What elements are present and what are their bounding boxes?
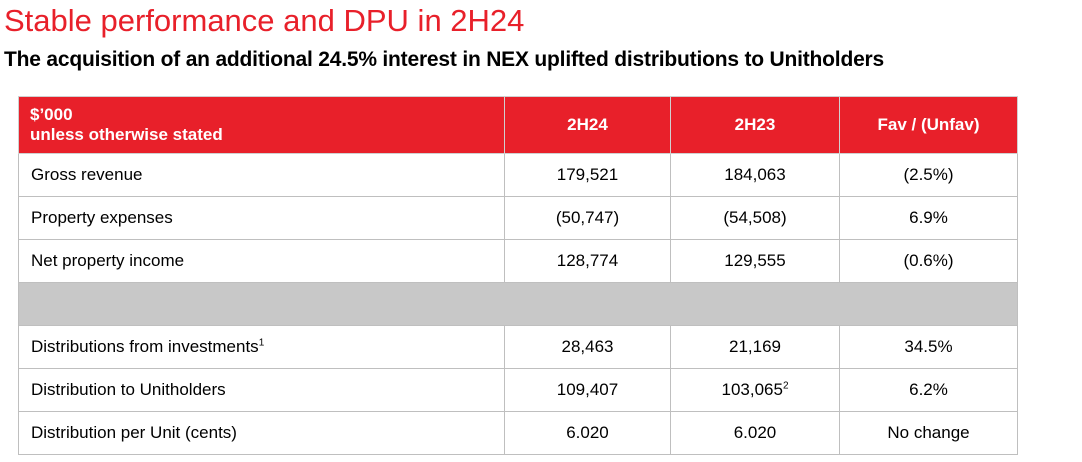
footnote-marker: 2 <box>782 380 789 392</box>
table-row-net-property-income: Net property income 128,774 129,555 (0.6… <box>18 239 1018 283</box>
value-fav-unfav: 6.9% <box>839 196 1018 240</box>
value-2h23: 21,169 <box>670 325 840 369</box>
row-label: Net property income <box>18 239 505 283</box>
row-label-cell: Distributions from investments1 <box>18 325 505 369</box>
table-row-distributions-from-investments: Distributions from investments1 28,463 2… <box>18 325 1018 369</box>
value-fav-unfav: (0.6%) <box>839 239 1018 283</box>
units-header: $’000 unless otherwise stated <box>18 96 505 154</box>
table-row-distribution-to-unitholders: Distribution to Unitholders 109,407 103,… <box>18 368 1018 412</box>
value-2h24: 28,463 <box>504 325 671 369</box>
value-2h23: 6.020 <box>670 411 840 455</box>
footnote-marker: 1 <box>258 337 265 349</box>
value-2h23-cell: 103,0652 <box>670 368 840 412</box>
table-row-property-expenses: Property expenses (50,747) (54,508) 6.9% <box>18 196 1018 240</box>
row-label: Gross revenue <box>18 153 505 197</box>
value-2h24: 109,407 <box>504 368 671 412</box>
value-2h23: (54,508) <box>670 196 840 240</box>
value-2h24: (50,747) <box>504 196 671 240</box>
column-header-fav-unfav: Fav / (Unfav) <box>839 96 1018 154</box>
table-row-gross-revenue: Gross revenue 179,521 184,063 (2.5%) <box>18 153 1018 197</box>
financial-summary-table: $’000 unless otherwise stated 2H24 2H23 … <box>18 96 1018 455</box>
value-2h24: 179,521 <box>504 153 671 197</box>
value-fav-unfav: (2.5%) <box>839 153 1018 197</box>
value-2h24: 6.020 <box>504 411 671 455</box>
spacer-cell <box>18 282 1018 326</box>
table-spacer-row <box>18 282 1018 326</box>
units-header-line1: $’000 <box>30 105 73 124</box>
value-fav-unfav: 34.5% <box>839 325 1018 369</box>
units-header-line2: unless otherwise stated <box>30 125 223 144</box>
table-header-row: $’000 unless otherwise stated 2H24 2H23 … <box>18 96 1018 154</box>
table-row-distribution-per-unit: Distribution per Unit (cents) 6.020 6.02… <box>18 411 1018 455</box>
value-2h23: 184,063 <box>670 153 840 197</box>
page-title: Stable performance and DPU in 2H24 <box>4 3 525 38</box>
value-2h23: 103,065 <box>721 380 783 399</box>
row-label: Property expenses <box>18 196 505 240</box>
value-fav-unfav: 6.2% <box>839 368 1018 412</box>
value-2h23: 129,555 <box>670 239 840 283</box>
column-header-2h24: 2H24 <box>504 96 671 154</box>
row-label: Distributions from investments <box>31 337 259 356</box>
row-label: Distribution to Unitholders <box>18 368 505 412</box>
value-2h24: 128,774 <box>504 239 671 283</box>
row-label: Distribution per Unit (cents) <box>18 411 505 455</box>
column-header-2h23: 2H23 <box>670 96 840 154</box>
page-subtitle: The acquisition of an additional 24.5% i… <box>4 48 884 71</box>
value-fav-unfav: No change <box>839 411 1018 455</box>
